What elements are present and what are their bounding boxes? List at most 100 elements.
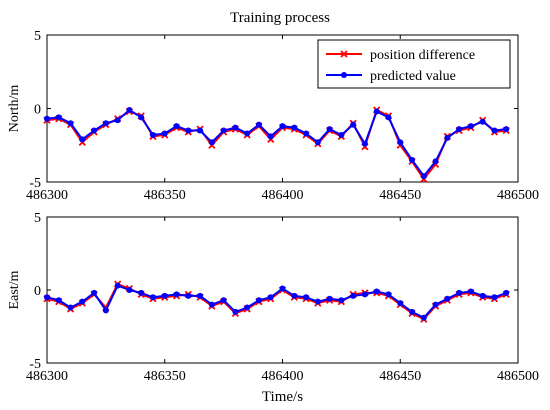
data-point-dot-marker	[397, 139, 404, 146]
north-panel: 486300 486350 486400 486450 486500 5 0 -5 North/…	[7, 29, 539, 203]
data-point-dot-marker	[67, 120, 74, 127]
data-point-dot-marker	[444, 134, 451, 141]
data-point-dot-marker	[149, 131, 156, 138]
data-point-dot-marker	[91, 127, 98, 134]
data-point-dot-marker	[279, 123, 286, 130]
legend-dot-marker	[341, 72, 347, 78]
series-line-predicted-value	[46, 284, 507, 319]
data-point-dot-marker	[314, 139, 321, 146]
data-point-dot-marker	[55, 297, 62, 304]
x-tick-label: 486300	[26, 188, 68, 203]
data-point-dot-marker	[149, 294, 156, 301]
data-point-dot-marker	[444, 295, 451, 302]
y-tick-label: 5	[34, 211, 41, 226]
x-tick-label: 486450	[379, 369, 421, 384]
y-axis-label: East/m	[7, 270, 22, 309]
legend-box	[317, 39, 511, 89]
data-point-dot-marker	[173, 291, 180, 298]
x-tick-label: 486500	[497, 188, 539, 203]
data-point-dot-marker	[467, 123, 474, 130]
data-point-dot-marker	[114, 117, 121, 124]
x-tick-label: 486350	[144, 188, 186, 203]
data-point-dot-marker	[409, 156, 416, 163]
series-line-predicted-value	[46, 108, 507, 178]
data-point-dot-marker	[373, 108, 380, 115]
data-point-dot-marker	[338, 297, 345, 304]
legend-label: position difference	[370, 48, 475, 63]
data-point-dot-marker	[279, 285, 286, 292]
data-point-dot-marker	[138, 114, 145, 121]
data-point-dot-marker	[350, 121, 357, 128]
data-point-dot-marker	[220, 297, 227, 304]
data-point-dot-marker	[314, 298, 321, 305]
x-tick-label: 486400	[262, 188, 304, 203]
data-point-dot-marker	[456, 289, 463, 296]
data-point-dot-marker	[173, 123, 180, 130]
data-point-dot-marker	[350, 292, 357, 299]
data-point-dot-marker	[479, 118, 486, 125]
x-tick-label: 486350	[144, 369, 186, 384]
x-axis-label: Time/s	[262, 389, 303, 405]
data-point-dot-marker	[420, 173, 427, 180]
data-point-dot-marker	[244, 130, 251, 137]
data-point-dot-marker	[67, 304, 74, 311]
data-point-dot-marker	[161, 292, 168, 299]
data-point-dot-marker	[102, 307, 109, 314]
data-point-dot-marker	[161, 130, 168, 137]
data-point-dot-marker	[385, 114, 392, 121]
data-point-dot-marker	[338, 131, 345, 138]
legend: position difference predicted value	[317, 39, 511, 89]
y-tick-label: -5	[29, 357, 41, 372]
data-point-dot-marker	[79, 136, 86, 143]
data-point-dot-marker	[503, 126, 510, 133]
data-point-dot-marker	[91, 289, 98, 296]
data-point-dot-marker	[44, 115, 50, 122]
chart-title: Training process	[230, 10, 330, 26]
data-point-dot-marker	[255, 121, 262, 128]
x-tick-label: 486300	[26, 369, 68, 384]
data-point-dot-marker	[114, 282, 121, 289]
data-point-dot-marker	[456, 126, 463, 133]
data-point-dot-marker	[491, 294, 498, 301]
data-point-dot-marker	[361, 140, 368, 147]
data-point-dot-marker	[267, 133, 274, 140]
data-point-dot-marker	[79, 298, 86, 305]
legend-x-marker	[340, 50, 348, 58]
data-point-dot-marker	[479, 292, 486, 299]
data-point-dot-marker	[267, 294, 274, 301]
x-tick-label: 486500	[497, 369, 539, 384]
data-point-dot-marker	[197, 292, 204, 299]
data-point-dot-marker	[420, 314, 427, 321]
data-point-dot-marker	[326, 295, 333, 302]
data-point-dot-marker	[185, 292, 192, 299]
data-point-dot-marker	[397, 300, 404, 307]
data-point-dot-marker	[138, 289, 145, 296]
data-point-dot-marker	[303, 130, 310, 137]
data-point-dot-marker	[491, 127, 498, 134]
data-point-dot-marker	[44, 294, 50, 301]
data-point-dot-marker	[361, 291, 368, 298]
data-point-dot-marker	[126, 287, 133, 293]
data-point-dot-marker	[55, 114, 62, 121]
data-point-dot-marker	[303, 294, 310, 301]
x-tick-label: 486450	[379, 188, 421, 203]
data-point-dot-marker	[409, 308, 416, 315]
data-point-dot-marker	[197, 127, 204, 134]
x-tick-label: 486400	[262, 369, 304, 384]
data-point-dot-marker	[385, 291, 392, 298]
data-point-dot-marker	[432, 158, 439, 165]
data-point-dot-marker	[503, 289, 510, 296]
data-point-dot-marker	[126, 106, 133, 113]
data-point-dot-marker	[208, 139, 215, 146]
data-point-dot-marker	[255, 297, 262, 304]
y-axis-label: North/m	[7, 85, 22, 133]
data-point-dot-marker	[102, 120, 109, 127]
data-point-dot-marker	[373, 288, 380, 295]
y-tick-label: -5	[29, 176, 41, 191]
data-point-dot-marker	[208, 301, 215, 308]
y-tick-label: 0	[34, 103, 41, 118]
data-point-dot-marker	[326, 126, 333, 133]
data-point-dot-marker	[432, 301, 439, 308]
data-point-dot-marker	[232, 124, 239, 131]
data-point-dot-marker	[467, 288, 474, 295]
